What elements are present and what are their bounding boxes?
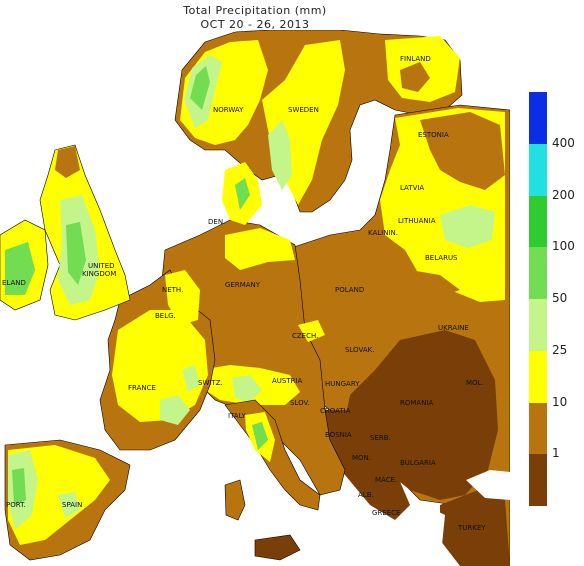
label-norway: NORWAY xyxy=(213,106,244,114)
ireland-wet xyxy=(5,242,35,295)
label-belarus: BELARUS xyxy=(425,254,458,262)
germany-north-yellow xyxy=(225,228,295,270)
legend-swatch xyxy=(529,92,547,144)
label-croatia: CROATIA xyxy=(320,407,351,415)
label-france: FRANCE xyxy=(128,384,156,392)
precipitation-legend xyxy=(529,92,547,506)
legend-label: 50 xyxy=(552,291,568,305)
legend-swatch xyxy=(529,195,547,248)
label-belg: BELG. xyxy=(155,312,176,320)
gb-brown xyxy=(55,146,80,178)
aegean-sea xyxy=(400,505,445,560)
label-mon: MON. xyxy=(352,454,371,462)
label-sweden: SWEDEN xyxy=(288,106,319,114)
label-port: PORT. xyxy=(6,501,26,509)
label-switz: SWITZ. xyxy=(198,379,223,387)
label-kalinin: KALININ. xyxy=(368,229,398,237)
label-slov: SLOV. xyxy=(290,399,310,407)
sardinia xyxy=(224,479,246,521)
label-spain: SPAIN xyxy=(62,501,82,509)
label-austria: AUSTRIA xyxy=(272,377,303,385)
label-ireland: ELAND xyxy=(2,279,26,287)
precipitation-map: FINLAND SWEDEN NORWAY ESTONIA LATVIA LIT… xyxy=(0,30,510,566)
portugal-wettest xyxy=(12,468,26,505)
legend-label: 25 xyxy=(552,342,568,357)
label-czech: CZECH. xyxy=(292,332,318,340)
legend-label: 100 xyxy=(552,239,575,254)
legend-label: 400 xyxy=(552,135,575,150)
denmark-green xyxy=(235,178,250,210)
label-hungary: HUNGARY xyxy=(325,380,360,388)
label-uk-2: KINGDOM xyxy=(82,270,116,278)
map-title: Total Precipitation (mm) OCT 20 - 26, 20… xyxy=(0,4,510,32)
poland-east-brown xyxy=(300,240,460,310)
czech-yellow xyxy=(298,320,325,342)
label-italy: ITALY xyxy=(228,412,247,420)
turkey-dark xyxy=(440,490,510,566)
label-romania: ROMANIA xyxy=(400,399,434,407)
alps-wet xyxy=(232,375,262,402)
legend-swatch xyxy=(529,299,547,351)
france-yellow xyxy=(112,310,208,422)
title-text: Total Precipitation (mm) xyxy=(183,4,327,17)
label-estonia: ESTONIA xyxy=(418,131,449,139)
black-sea xyxy=(466,470,510,500)
label-alb: ALB. xyxy=(358,491,374,499)
italy-green xyxy=(252,422,268,450)
gb-wettest xyxy=(66,222,86,285)
label-mace: MACE. xyxy=(375,476,397,484)
spain-green-patch xyxy=(58,492,80,518)
label-lithuania: LITHUANIA xyxy=(398,217,436,225)
france-green-2 xyxy=(182,365,200,392)
france-green xyxy=(160,395,190,425)
label-bosnia: BOSNIA xyxy=(325,431,352,439)
label-slovak: SLOVAK. xyxy=(345,346,374,354)
label-latvia: LATVIA xyxy=(400,184,424,192)
label-uk: UNITED xyxy=(88,262,115,270)
label-turkey: TURKEY xyxy=(457,524,486,532)
lithuania-wet xyxy=(440,205,495,248)
label-neth: NETH. xyxy=(162,286,183,294)
sicily xyxy=(254,534,301,561)
label-ukraine: UKRAINE xyxy=(438,324,469,332)
label-germany: GERMANY xyxy=(225,281,261,289)
label-serb: SERB. xyxy=(370,434,391,442)
label-den: DEN. xyxy=(208,218,225,226)
legend-label: 200 xyxy=(552,187,575,202)
label-bulgaria: BULGARIA xyxy=(400,459,436,467)
label-poland: POLAND xyxy=(335,286,364,294)
legend-label: 1 xyxy=(552,446,560,461)
balkan-dark xyxy=(320,410,410,520)
legend-swatch xyxy=(529,454,547,506)
finland-brown xyxy=(400,62,430,92)
norway-wettest xyxy=(190,66,210,110)
legend-swatch xyxy=(529,143,547,196)
label-finland: FINLAND xyxy=(400,55,431,63)
legend-swatch xyxy=(529,247,547,299)
benelux-yellow xyxy=(165,270,200,325)
legend-label: 10 xyxy=(552,394,568,409)
date-range: OCT 20 - 26, 2013 xyxy=(200,18,310,31)
legend-swatch xyxy=(529,350,547,403)
label-greece: GREECE xyxy=(372,509,400,517)
label-mol: MOL. xyxy=(466,379,484,387)
legend-swatch xyxy=(529,402,547,455)
sweden-green xyxy=(268,120,292,190)
estonia-brown xyxy=(420,112,505,190)
